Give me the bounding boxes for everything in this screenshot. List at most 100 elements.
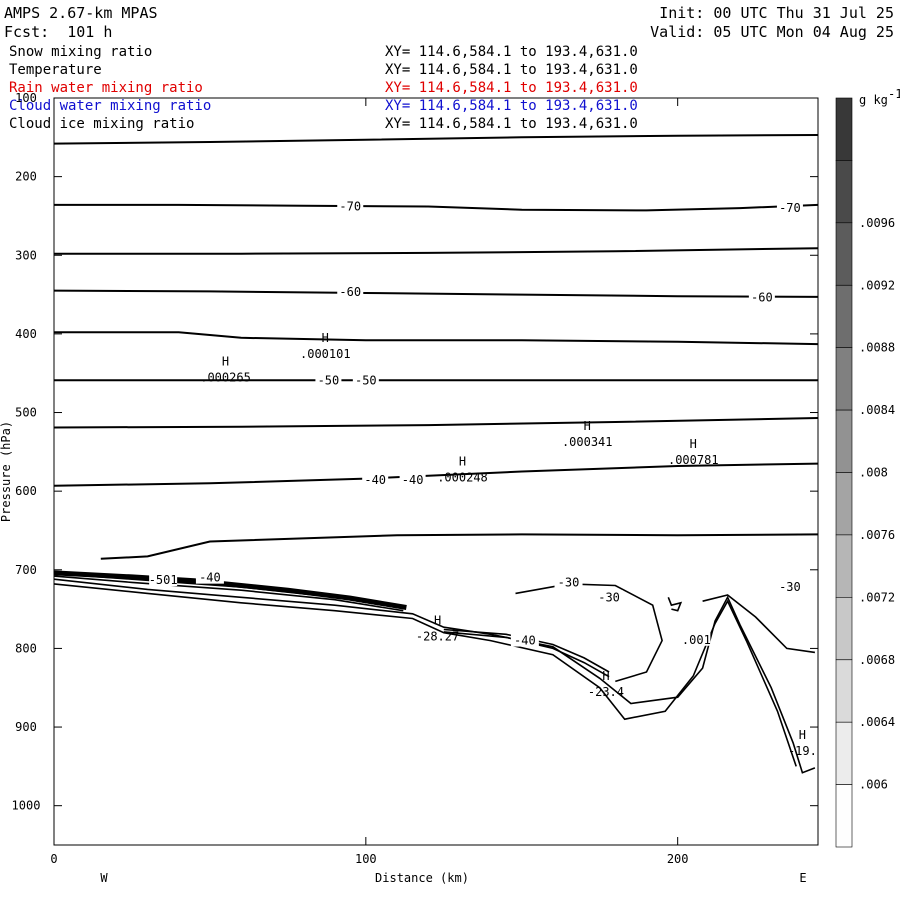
colorbar-bin — [835, 409, 853, 473]
west-label: W — [100, 871, 108, 885]
plot-frame — [53, 97, 819, 846]
contour-label-gap — [352, 373, 379, 387]
colorbar-tick-label: .0076 — [859, 528, 895, 542]
field-range: XY= 114.6,584.1 to 193.4,631.0 — [385, 80, 638, 96]
y-tick-label: 600 — [15, 484, 37, 498]
maximum-value: -28.27 — [416, 629, 459, 643]
contour-label-gap — [337, 199, 364, 213]
contour-label-gap — [399, 473, 426, 487]
colorbar-bin — [835, 596, 853, 660]
colorbar-tick-label: .0092 — [859, 278, 895, 292]
maximum-marker: H — [690, 437, 697, 451]
temperature-contour — [100, 533, 819, 560]
y-tick-label: 700 — [15, 563, 37, 577]
field-name: Temperature — [9, 62, 102, 78]
terrain-contour — [53, 575, 404, 612]
init-time: Init: 00 UTC Thu 31 Jul 25 — [659, 4, 894, 22]
terrain-contour — [702, 594, 816, 654]
field-name: Cloud water mixing ratio — [9, 98, 212, 114]
maximum-value: -19. — [788, 744, 817, 758]
colorbar-tick-label: .0084 — [859, 403, 895, 417]
field-name: Rain water mixing ratio — [9, 80, 203, 96]
terrain-contour — [443, 631, 610, 678]
maximum-marker: H — [434, 613, 441, 627]
contour-label: -40 — [199, 571, 221, 585]
forecast-hour: Fcst: 101 h — [4, 23, 113, 41]
contour-label: -40 — [364, 473, 386, 487]
maximum-marker: H — [459, 455, 466, 469]
colorbar-bin — [835, 784, 853, 848]
field-range: XY= 114.6,584.1 to 193.4,631.0 — [385, 116, 638, 132]
contour-label: -30 — [598, 590, 620, 604]
x-tick-label: 200 — [667, 852, 689, 866]
y-tick-label: 500 — [15, 406, 37, 420]
contour-label: -40 — [402, 473, 424, 487]
terrain-contour — [53, 583, 797, 767]
contour-label: -60 — [751, 291, 773, 305]
colorbar-tick-label: .008 — [859, 466, 888, 480]
y-axis-label: Pressure (hPa) — [0, 421, 13, 522]
y-tick-label: 900 — [15, 720, 37, 734]
colorbar-unit: g kg — [859, 93, 888, 107]
temperature-contour — [54, 203, 819, 212]
valid-time: Valid: 05 UTC Mon 04 Aug 25 — [650, 23, 894, 41]
terrain-contour — [53, 572, 398, 609]
label-gap — [149, 573, 178, 587]
temperature-contour — [53, 462, 819, 487]
contour-label: -501 — [149, 573, 178, 587]
field-name: Snow mixing ratio — [9, 44, 153, 60]
colorbar-bin — [835, 284, 853, 348]
colorbar-bin — [835, 472, 853, 536]
label-gap — [510, 633, 539, 647]
colorbar-bin — [835, 97, 853, 161]
temperature-contour — [54, 247, 819, 255]
field-range: XY= 114.6,584.1 to 193.4,631.0 — [385, 44, 638, 60]
maximum-marker: H — [799, 728, 806, 742]
field-range: XY= 114.6,584.1 to 193.4,631.0 — [385, 98, 638, 114]
y-tick-label: 1000 — [12, 799, 41, 813]
contour-label: .001 — [682, 633, 711, 647]
maximum-value: .000101 — [300, 347, 351, 361]
maximum-marker: H — [222, 355, 229, 369]
field-name: Cloud ice mixing ratio — [9, 116, 195, 132]
y-tick-label: 200 — [15, 170, 37, 184]
contour-label: -40 — [514, 634, 536, 648]
contour-label: -50 — [355, 373, 377, 387]
colorbar-bin — [835, 347, 853, 411]
colorbar-tick-label: .0072 — [859, 590, 895, 604]
east-label: E — [799, 871, 806, 885]
y-tick-label: 400 — [15, 327, 37, 341]
maximum-marker: H — [584, 419, 591, 433]
colorbar-tick-label: .0096 — [859, 216, 895, 230]
contour-label: -30 — [779, 580, 801, 594]
label-gap — [554, 575, 583, 589]
maximum-marker: H — [602, 669, 609, 683]
field-range: XY= 114.6,584.1 to 193.4,631.0 — [385, 62, 638, 78]
contour-label-gap — [362, 473, 389, 487]
maximum-value: .000265 — [200, 371, 251, 385]
terrain-contour — [53, 578, 816, 774]
maximum-value: .000341 — [562, 435, 613, 449]
maximum-value: .000781 — [668, 453, 719, 467]
contour-label: -70 — [779, 201, 801, 215]
x-axis-label: Distance (km) — [375, 871, 469, 885]
label-gap — [682, 632, 711, 646]
contour-label-gap — [748, 290, 775, 304]
colorbar-bin — [835, 721, 853, 785]
colorbar-tick-label: .0068 — [859, 653, 895, 667]
colorbar-bin — [835, 160, 853, 224]
contour-label-gap — [337, 285, 364, 299]
contour-label: -70 — [339, 200, 361, 214]
label-gap — [595, 590, 624, 604]
maximum-marker: H — [322, 331, 329, 345]
colorbar-tick-label: .006 — [859, 778, 888, 792]
colorbar-tick-label: .0064 — [859, 715, 895, 729]
colorbar-bin — [835, 534, 853, 598]
colorbar-tick-label: .0088 — [859, 341, 895, 355]
contour-label-gap — [315, 373, 342, 387]
x-tick-label: 100 — [355, 852, 377, 866]
maximum-value: .000248 — [437, 471, 488, 485]
terrain-contour — [515, 583, 663, 683]
y-tick-label: 800 — [15, 641, 37, 655]
